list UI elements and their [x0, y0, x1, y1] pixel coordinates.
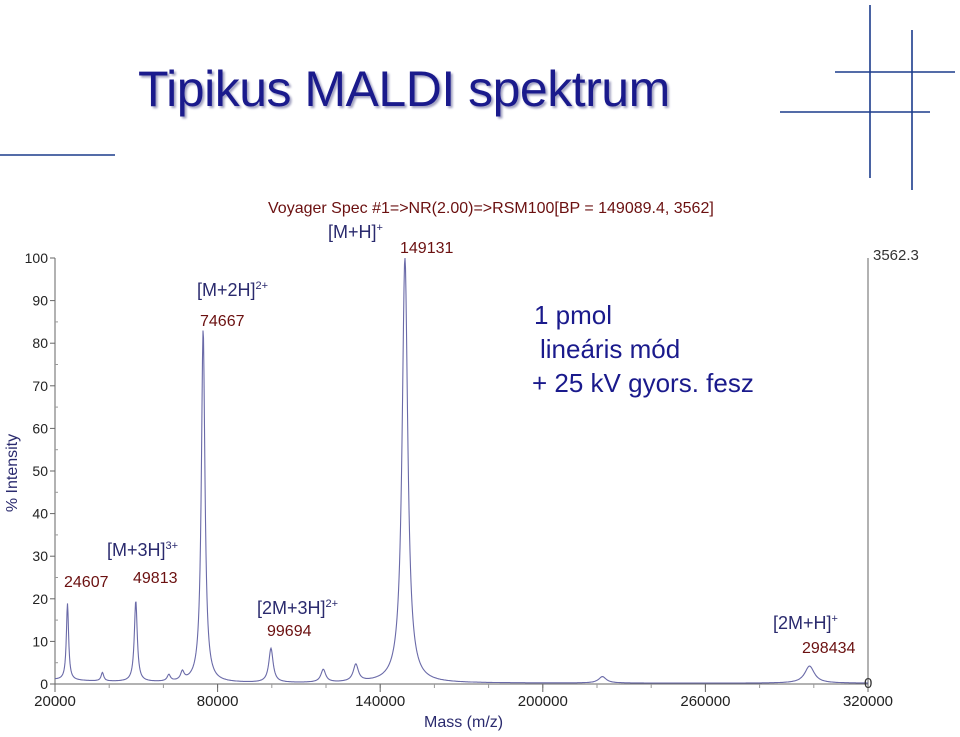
x-tick-label-260000: 260000: [680, 693, 730, 710]
slide-title: Tipikus MALDI spektrum: [138, 61, 670, 117]
y-tick-label-90: 90: [32, 293, 48, 309]
y-tick-label-30: 30: [32, 548, 48, 564]
ion-label-2m-h: [2M+H]+: [773, 613, 838, 634]
chart-axes: 0 10 20 30 40 50 60 70 80 90 100 20000 80000 140000 20…: [25, 250, 893, 710]
x-tick-label-140000: 140000: [355, 693, 405, 710]
y-tick-label-20: 20: [32, 591, 48, 607]
ion-label-2m-h-charge: +: [831, 613, 838, 625]
y-axis-label: % Intensity: [4, 433, 21, 513]
y-tick-label-40: 40: [32, 506, 48, 522]
condition-voltage: + 25 kV gyors. fesz: [532, 368, 754, 398]
spectrum-line: [54, 257, 869, 684]
x-tick-label-80000: 80000: [197, 693, 239, 710]
y-tick-label-100: 100: [25, 250, 49, 266]
y-tick-label-50: 50: [32, 463, 48, 479]
ion-label-m-2h: [M+2H]2+: [197, 280, 268, 301]
ion-label-m-2h-text: [M+2H]: [197, 280, 256, 300]
y-tick-label-60: 60: [32, 420, 48, 436]
condition-amount: 1 pmol: [534, 300, 613, 330]
mass-label-49813: 49813: [133, 570, 178, 587]
ion-label-2m-3h: [2M+3H]2+: [257, 598, 338, 619]
y-tick-label-70: 70: [32, 378, 48, 394]
ion-label-m-3h-text: [M+3H]: [107, 540, 166, 560]
x-tick-label-200000: 200000: [518, 693, 568, 710]
mass-label-149131: 149131: [400, 240, 454, 257]
bottom-right-value: 0: [864, 675, 873, 692]
spectrum-header: Voyager Spec #1=>NR(2.00)=>RSM100[BP = 1…: [268, 200, 714, 217]
decorative-lines: [0, 5, 955, 190]
y-tick-label-10: 10: [32, 633, 48, 649]
mass-label-24607: 24607: [64, 574, 109, 591]
x-tick-label-320000: 320000: [843, 693, 893, 710]
ion-label-m-h-charge: +: [376, 222, 383, 234]
condition-mode: lineáris mód: [540, 334, 681, 364]
ion-label-2m-3h-charge: 2+: [325, 598, 339, 610]
top-right-value: 3562.3: [873, 247, 919, 264]
y-tick-label-0: 0: [40, 676, 48, 692]
ion-label-m-h: [M+H]+: [328, 222, 383, 243]
mass-label-74667: 74667: [200, 313, 245, 330]
ion-label-m-3h: [M+3H]3+: [107, 540, 178, 561]
ion-label-2m-3h-text: [2M+3H]: [257, 598, 326, 618]
mass-label-298434: 298434: [802, 640, 856, 657]
mass-label-99694: 99694: [267, 623, 312, 640]
ion-label-2m-h-text: [2M+H]: [773, 613, 832, 633]
x-axis-label: Mass (m/z): [424, 714, 504, 731]
ion-label-m-h-text: [M+H]: [328, 222, 377, 242]
ion-label-m-2h-charge: 2+: [255, 280, 269, 292]
x-tick-label-20000: 20000: [34, 693, 76, 710]
ion-label-m-3h-charge: 3+: [165, 540, 179, 552]
y-tick-label-80: 80: [32, 335, 48, 351]
